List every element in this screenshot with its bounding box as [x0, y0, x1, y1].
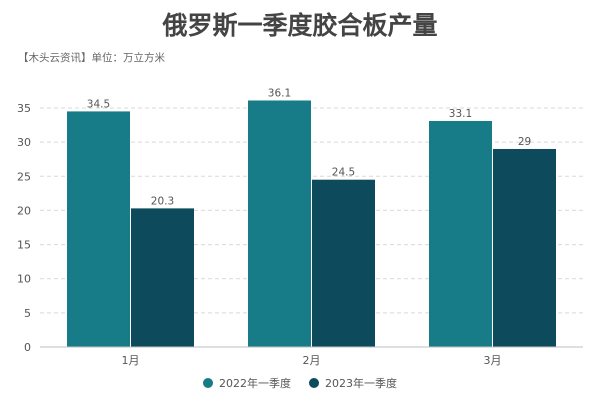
bar [248, 100, 311, 347]
legend-swatch [309, 378, 319, 388]
y-tick-label: 20 [17, 204, 31, 217]
y-tick-label: 35 [17, 102, 31, 115]
y-tick-label: 15 [17, 239, 31, 252]
data-label: 24.5 [332, 167, 355, 179]
x-tick-label: 2月 [303, 354, 321, 367]
legend-label: 2022年一季度 [219, 376, 291, 390]
data-label: 34.5 [87, 98, 110, 110]
x-tick-label: 3月 [484, 354, 502, 367]
x-tick-label: 1月 [122, 354, 140, 367]
y-tick-label: 30 [17, 136, 31, 149]
data-label: 29 [518, 136, 531, 148]
bar [429, 120, 492, 347]
bar [131, 208, 194, 347]
bar [312, 179, 375, 347]
legend-swatch [203, 378, 213, 388]
y-tick-label: 0 [24, 341, 31, 354]
legend-label: 2023年一季度 [325, 376, 397, 390]
y-tick-label: 5 [24, 307, 31, 320]
bar [67, 111, 130, 348]
bars: 34.5 20.3 36.1 24.5 33.1 29 [67, 87, 556, 348]
chart-subtitle: 【木头云资讯】单位：万立方米 [18, 51, 165, 64]
data-label: 20.3 [151, 195, 174, 207]
bar [493, 148, 556, 347]
chart-title: 俄罗斯一季度胶合板产量 [161, 11, 437, 40]
legend: 2022年一季度 2023年一季度 [203, 376, 397, 390]
axes: 0 5 10 15 20 25 30 35 1月 2月 3月 [17, 102, 583, 367]
y-tick-label: 10 [17, 273, 31, 286]
data-label: 33.1 [449, 108, 472, 120]
y-tick-label: 25 [17, 170, 31, 183]
data-label: 36.1 [268, 87, 291, 99]
